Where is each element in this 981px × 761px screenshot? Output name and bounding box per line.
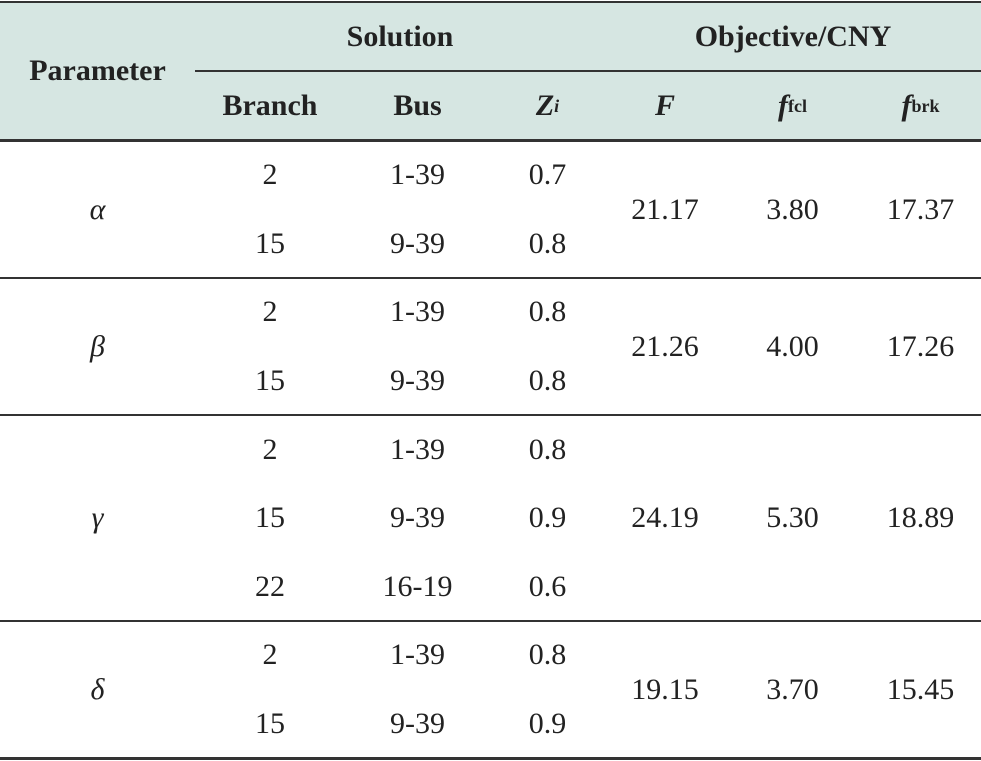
objective-fbrk: 17.37 <box>886 192 955 226</box>
solution-cell: 2 <box>262 638 278 672</box>
column-header: f fcl <box>725 72 860 140</box>
objective-fbrk: 17.26 <box>886 329 955 363</box>
solution-cell: 0.8 <box>528 226 567 260</box>
solution-cell: 9-39 <box>390 501 445 535</box>
objective-fbrk: 15.45 <box>886 672 955 706</box>
parameter-symbol: γ <box>91 501 104 535</box>
solution-cell: 22 <box>255 569 285 603</box>
solution-cell: 0.9 <box>528 707 567 741</box>
header-parameter: Parameter <box>29 54 166 87</box>
objective-F: 21.17 <box>631 192 699 226</box>
rule-line <box>0 139 981 142</box>
solution-cell: 9-39 <box>390 707 445 741</box>
solution-cell: 1-39 <box>390 295 445 329</box>
column-header-sub: i <box>554 95 560 116</box>
solution-cell: 16-19 <box>382 569 453 603</box>
solution-cell: 0.7 <box>528 158 567 192</box>
column-header-text: f <box>778 89 788 122</box>
solution-cell: 1-39 <box>390 432 445 466</box>
column-header-text: F <box>654 89 675 122</box>
solution-cell: 2 <box>262 158 278 192</box>
solution-cell: 9-39 <box>390 364 445 398</box>
column-header: Bus <box>345 72 490 140</box>
solution-cell: 0.9 <box>528 501 567 535</box>
rule-line <box>0 757 981 760</box>
solution-cell: 0.8 <box>528 295 567 329</box>
column-header: f brk <box>860 72 981 140</box>
objective-F: 19.15 <box>631 672 699 706</box>
rule-line <box>0 1 981 3</box>
parameter-symbol: δ <box>90 672 105 706</box>
header-objective: Objective/CNY <box>694 20 892 53</box>
solution-cell: 0.8 <box>528 364 567 398</box>
objective-F: 21.26 <box>631 329 699 363</box>
column-header-text: Z <box>535 89 555 122</box>
rule-line <box>195 70 981 72</box>
column-header-text: Branch <box>222 89 318 122</box>
parameter-symbol: α <box>89 192 106 226</box>
solution-cell: 15 <box>255 707 285 741</box>
solution-cell: 15 <box>255 226 285 260</box>
objective-fcl: 4.00 <box>766 329 819 363</box>
solution-cell: 2 <box>262 295 278 329</box>
objective-fcl: 5.30 <box>766 501 819 535</box>
solution-cell: 1-39 <box>390 158 445 192</box>
objective-fcl: 3.80 <box>766 192 819 226</box>
solution-cell: 0.8 <box>528 432 567 466</box>
solution-cell: 15 <box>255 364 285 398</box>
rule-line <box>0 620 981 622</box>
objective-F: 24.19 <box>631 501 699 535</box>
solution-cell: 0.6 <box>528 569 567 603</box>
solution-cell: 2 <box>262 432 278 466</box>
header-solution: Solution <box>346 20 454 53</box>
rule-line <box>0 277 981 279</box>
objective-fbrk: 18.89 <box>886 501 955 535</box>
column-header-text: Bus <box>393 89 442 122</box>
solution-cell: 15 <box>255 501 285 535</box>
column-header-text: f <box>901 89 912 122</box>
objective-fcl: 3.70 <box>766 672 819 706</box>
column-header: Branch <box>195 72 345 140</box>
parameter-symbol: β <box>90 329 105 363</box>
column-header: F <box>605 72 725 140</box>
column-header-sub: fcl <box>788 95 807 116</box>
solution-cell: 1-39 <box>390 638 445 672</box>
column-header-sub: brk <box>911 95 940 116</box>
solution-cell: 9-39 <box>390 226 445 260</box>
solution-cell: 0.8 <box>528 638 567 672</box>
rule-line <box>0 414 981 416</box>
